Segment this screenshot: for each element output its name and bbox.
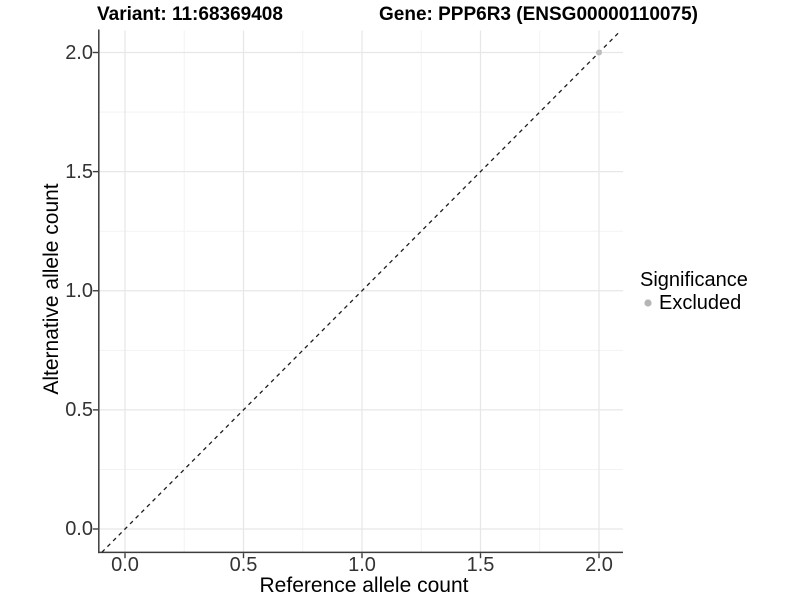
scatter-point bbox=[596, 49, 602, 56]
y-tick-label: 1.5 bbox=[65, 161, 93, 183]
legend-point-swatch-icon bbox=[644, 299, 652, 307]
legend-item-label: Excluded bbox=[659, 292, 742, 314]
x-tick-label: 1.0 bbox=[348, 554, 376, 576]
data-points bbox=[596, 49, 602, 56]
plot-title-variant: Variant: 11:68369408 bbox=[97, 4, 283, 25]
legend: Significance Excluded bbox=[640, 269, 748, 314]
y-tick-label: 2.0 bbox=[65, 42, 93, 64]
x-tick-label: 2.0 bbox=[585, 554, 613, 576]
x-tick-label: 1.5 bbox=[466, 554, 495, 576]
gridlines-major bbox=[99, 30, 623, 553]
y-axis-title: Alternative allele count bbox=[40, 183, 63, 395]
gridlines-minor bbox=[99, 30, 623, 553]
x-axis-title: Reference allele count bbox=[259, 574, 469, 597]
x-tick-label: 0.0 bbox=[111, 554, 139, 576]
axis-tick-marks bbox=[92, 51, 600, 559]
x-tick-label: 0.5 bbox=[229, 554, 258, 576]
plot-title-gene: Gene: PPP6R3 (ENSG00000110075) bbox=[379, 4, 698, 25]
y-tick-label: 0.0 bbox=[65, 518, 93, 540]
y-tick-label: 0.5 bbox=[65, 399, 93, 421]
y-tick-label: 1.0 bbox=[65, 280, 93, 302]
legend-item-excluded: Excluded bbox=[640, 292, 748, 314]
identity-dashed-line bbox=[101, 30, 622, 553]
legend-title: Significance bbox=[640, 269, 748, 291]
